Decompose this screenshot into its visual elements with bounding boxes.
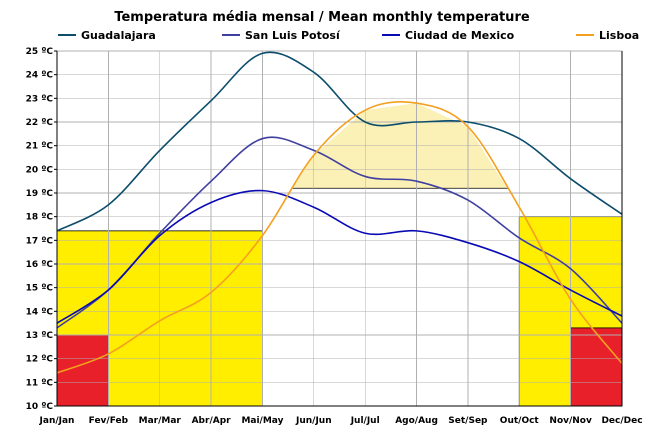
x-tick-label: Dec/Dec	[601, 416, 642, 426]
legend-label: Guadalajara	[81, 29, 156, 42]
x-tick-label: Jun/Jun	[295, 416, 332, 426]
chart-title: Temperatura média mensal / Mean monthly …	[114, 10, 530, 25]
y-tick-label: 11 ºC	[26, 378, 54, 388]
y-tick-label: 20 ºC	[26, 165, 54, 175]
x-tick-label: Ago/Aug	[395, 416, 438, 426]
plot-area: 10 ºC 11 ºC 12 ºC 13 ºC 14 ºC 15 ºC 16 ºC 17 ºC…	[26, 47, 643, 426]
x-tick-label: Jul/Jul	[350, 416, 380, 426]
y-tick-label: 18 ºC	[26, 213, 54, 223]
y-tick-label: 19 ºC	[26, 189, 54, 199]
y-tick-label: 24 ºC	[26, 71, 54, 81]
y-tick-label: 16 ºC	[26, 260, 54, 270]
y-tick-label: 17 ºC	[26, 236, 54, 246]
y-tick-label: 23 ºC	[26, 94, 54, 104]
y-tick-label: 13 ºC	[26, 331, 54, 341]
very-cold-region-end	[571, 328, 622, 406]
legend-label: San Luis Potosí	[245, 29, 341, 42]
chart: Temperatura média mensal / Mean monthly …	[0, 0, 646, 435]
y-tick-label: 15 ºC	[26, 284, 54, 294]
y-tick-label: 22 ºC	[26, 118, 54, 128]
y-tick-label: 14 ºC	[26, 307, 54, 317]
x-tick-label: Out/Oct	[500, 416, 540, 426]
y-tick-label: 25 ºC	[26, 47, 54, 57]
y-tick-label: 12 ºC	[26, 355, 54, 365]
legend: Guadalajara San Luis Potosí Ciudad de Mexi…	[58, 29, 639, 42]
x-tick-label: Mai/May	[241, 416, 283, 426]
x-tick-label: Set/Sep	[448, 416, 488, 426]
x-tick-label: Jan/Jan	[39, 416, 75, 426]
legend-label: Lisboa	[599, 29, 639, 42]
y-tick-label: 10 ºC	[26, 402, 54, 412]
x-tick-label: Mar/Mar	[139, 416, 182, 426]
x-tick-label: Fev/Feb	[89, 416, 129, 426]
legend-label: Ciudad de Mexico	[405, 29, 515, 42]
x-tick-label: Nov/Nov	[549, 416, 592, 426]
y-tick-label: 21 ºC	[26, 142, 54, 152]
x-tick-label: Abr/Apr	[192, 416, 232, 426]
